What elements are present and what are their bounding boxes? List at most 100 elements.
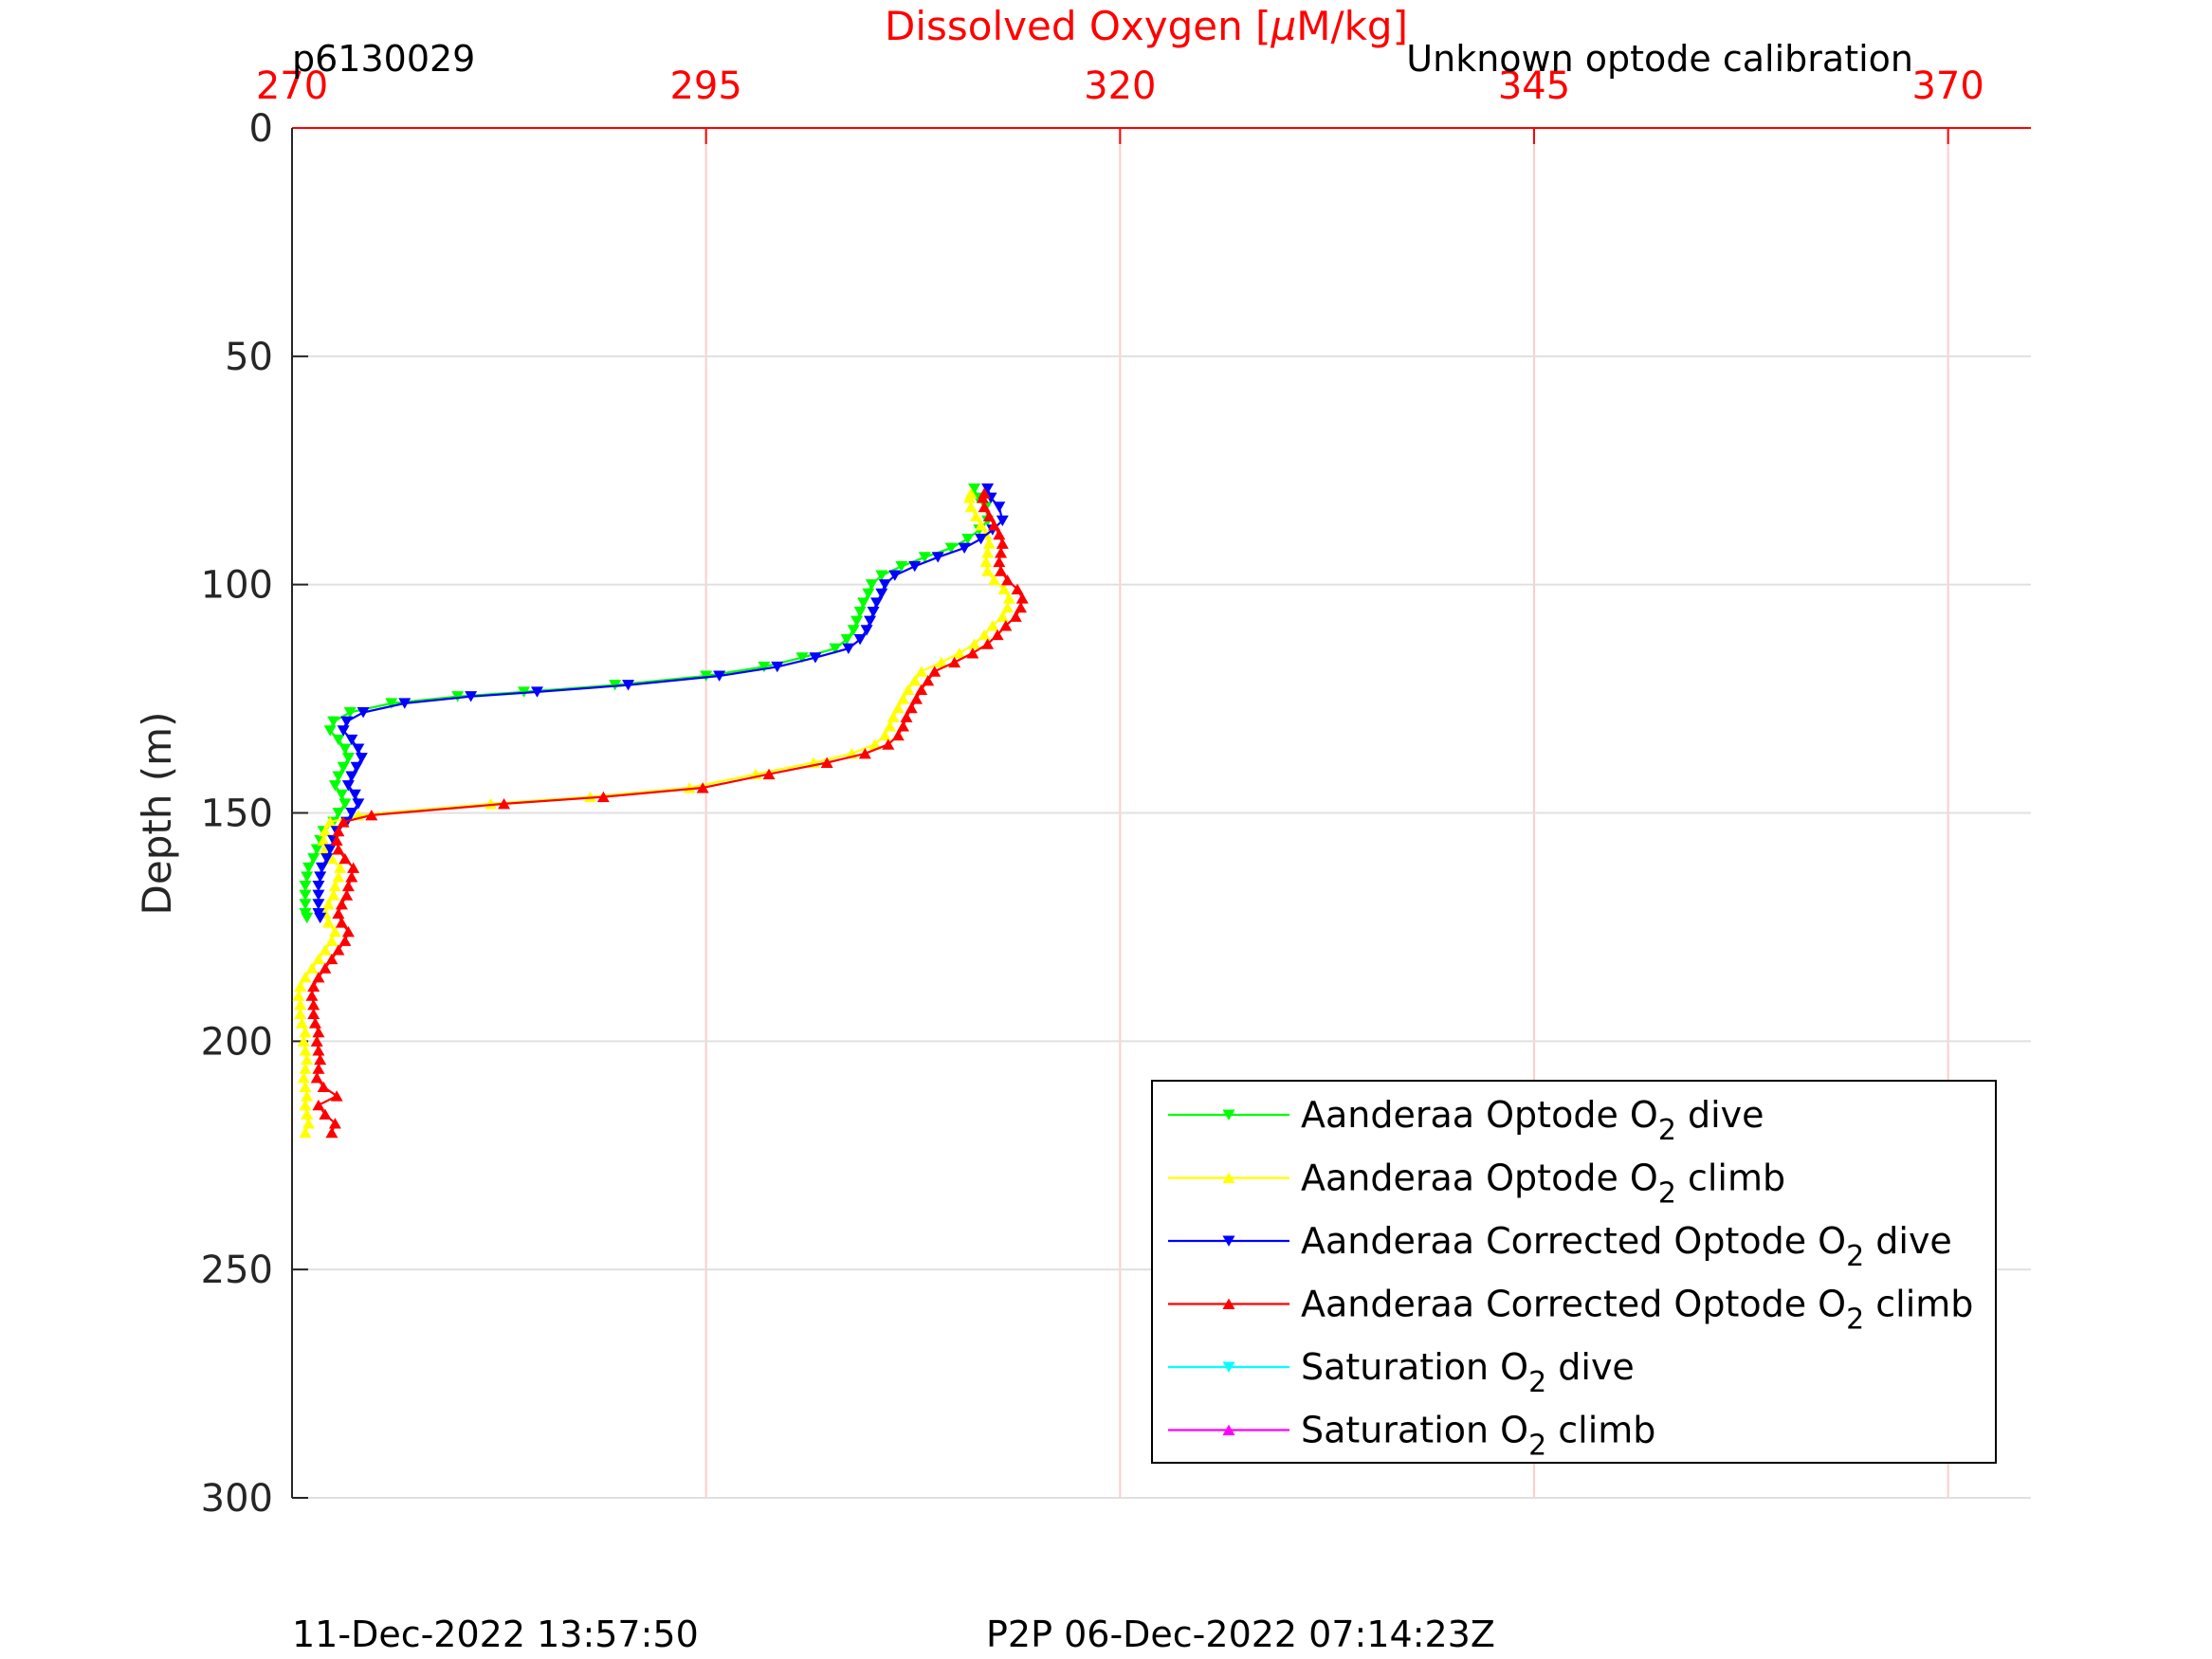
timestamp-right: P2P 06-Dec-2022 07:14:23Z bbox=[986, 1613, 1495, 1655]
data-point bbox=[312, 953, 325, 965]
data-point bbox=[301, 871, 314, 883]
data-point bbox=[398, 698, 411, 709]
data-point bbox=[891, 702, 905, 714]
legend-entry: Saturation O2 climb bbox=[1168, 1410, 1655, 1463]
data-point bbox=[696, 782, 709, 793]
data-point bbox=[350, 761, 363, 774]
legend-box bbox=[1151, 1080, 1997, 1464]
data-point bbox=[365, 810, 378, 821]
data-point bbox=[299, 881, 312, 892]
data-point bbox=[935, 656, 948, 668]
data-point bbox=[997, 583, 1011, 595]
data-point bbox=[338, 798, 352, 810]
y-tick-label: 150 bbox=[201, 793, 273, 836]
data-point bbox=[334, 862, 347, 873]
series-aanderaa-optode-o2-climb bbox=[292, 487, 1015, 1139]
data-point bbox=[996, 538, 1009, 549]
data-point bbox=[345, 807, 358, 819]
data-point bbox=[337, 816, 350, 828]
data-point bbox=[1001, 601, 1015, 613]
data-point bbox=[978, 487, 991, 499]
data-point bbox=[294, 1008, 307, 1019]
data-point bbox=[338, 935, 352, 946]
data-point bbox=[332, 771, 345, 782]
data-point bbox=[301, 1108, 314, 1120]
data-point bbox=[320, 853, 334, 865]
data-point bbox=[995, 547, 1008, 558]
data-point bbox=[348, 789, 361, 801]
data-point bbox=[323, 816, 337, 828]
data-point bbox=[347, 862, 360, 873]
data-point bbox=[337, 725, 350, 737]
data-point bbox=[847, 625, 860, 636]
legend-marker bbox=[1222, 1109, 1235, 1121]
data-point bbox=[319, 1108, 332, 1120]
plot-area bbox=[292, 483, 1029, 1139]
data-point bbox=[964, 487, 978, 499]
data-point bbox=[1011, 583, 1024, 595]
data-point bbox=[325, 953, 338, 965]
data-point bbox=[352, 798, 365, 810]
data-point bbox=[325, 852, 338, 865]
data-point bbox=[484, 798, 498, 810]
data-point bbox=[335, 789, 348, 801]
data-point bbox=[328, 925, 341, 938]
data-point bbox=[335, 917, 348, 928]
data-point bbox=[884, 720, 897, 732]
data-point bbox=[323, 725, 337, 737]
data-point bbox=[982, 538, 996, 549]
y-tick-label: 100 bbox=[201, 564, 273, 608]
legend-label: Aanderaa Corrected Optode O2 climb bbox=[1301, 1284, 1973, 1337]
data-point bbox=[356, 707, 370, 719]
data-point bbox=[323, 844, 337, 855]
data-point bbox=[295, 1017, 308, 1029]
data-point bbox=[908, 674, 922, 686]
x-axis-title-mu: μ bbox=[1270, 3, 1296, 49]
axes: 270 295 320 345 370 0 50 100 150 200 250 300 bbox=[201, 64, 2031, 1521]
x-tick-label: 345 bbox=[1498, 64, 1570, 108]
data-point bbox=[465, 691, 478, 702]
data-point bbox=[860, 625, 873, 636]
profile-id-label: p6130029 bbox=[292, 38, 475, 80]
data-point bbox=[968, 483, 981, 495]
data-point bbox=[321, 917, 335, 928]
data-point bbox=[999, 620, 1013, 631]
data-point bbox=[891, 729, 905, 741]
series-aanderaa-corrected-optode-o2-dive bbox=[312, 483, 1009, 924]
data-point bbox=[888, 570, 902, 581]
data-point bbox=[915, 665, 928, 677]
data-point bbox=[340, 889, 354, 901]
data-point bbox=[312, 1026, 325, 1038]
data-point bbox=[981, 483, 995, 495]
data-point bbox=[299, 1026, 312, 1038]
data-point bbox=[341, 880, 355, 892]
data-point bbox=[315, 862, 328, 874]
data-point bbox=[900, 711, 913, 722]
data-point bbox=[1001, 574, 1015, 586]
data-point bbox=[299, 1045, 312, 1056]
data-point bbox=[312, 881, 325, 892]
data-point bbox=[953, 647, 966, 659]
data-point bbox=[978, 629, 991, 641]
data-point bbox=[993, 528, 1006, 540]
timestamp-left: 11-Dec-2022 13:57:50 bbox=[292, 1613, 699, 1655]
data-point bbox=[975, 533, 988, 545]
data-point bbox=[305, 990, 319, 1001]
data-point bbox=[332, 871, 345, 883]
data-point bbox=[338, 852, 352, 865]
x-tick-label: 320 bbox=[1084, 64, 1156, 108]
data-point bbox=[340, 716, 354, 728]
data-point bbox=[596, 791, 610, 803]
data-point bbox=[996, 515, 1009, 527]
legend-label: Saturation O2 climb bbox=[1301, 1410, 1655, 1463]
data-point bbox=[1009, 611, 1022, 622]
data-point bbox=[762, 768, 776, 780]
data-point bbox=[531, 686, 544, 698]
data-point bbox=[332, 734, 345, 746]
legend-entry: Aanderaa Optode O2 dive bbox=[1168, 1094, 1764, 1147]
data-point bbox=[310, 1035, 323, 1047]
data-point bbox=[700, 670, 713, 682]
data-point bbox=[1015, 592, 1029, 604]
data-point bbox=[305, 962, 319, 974]
